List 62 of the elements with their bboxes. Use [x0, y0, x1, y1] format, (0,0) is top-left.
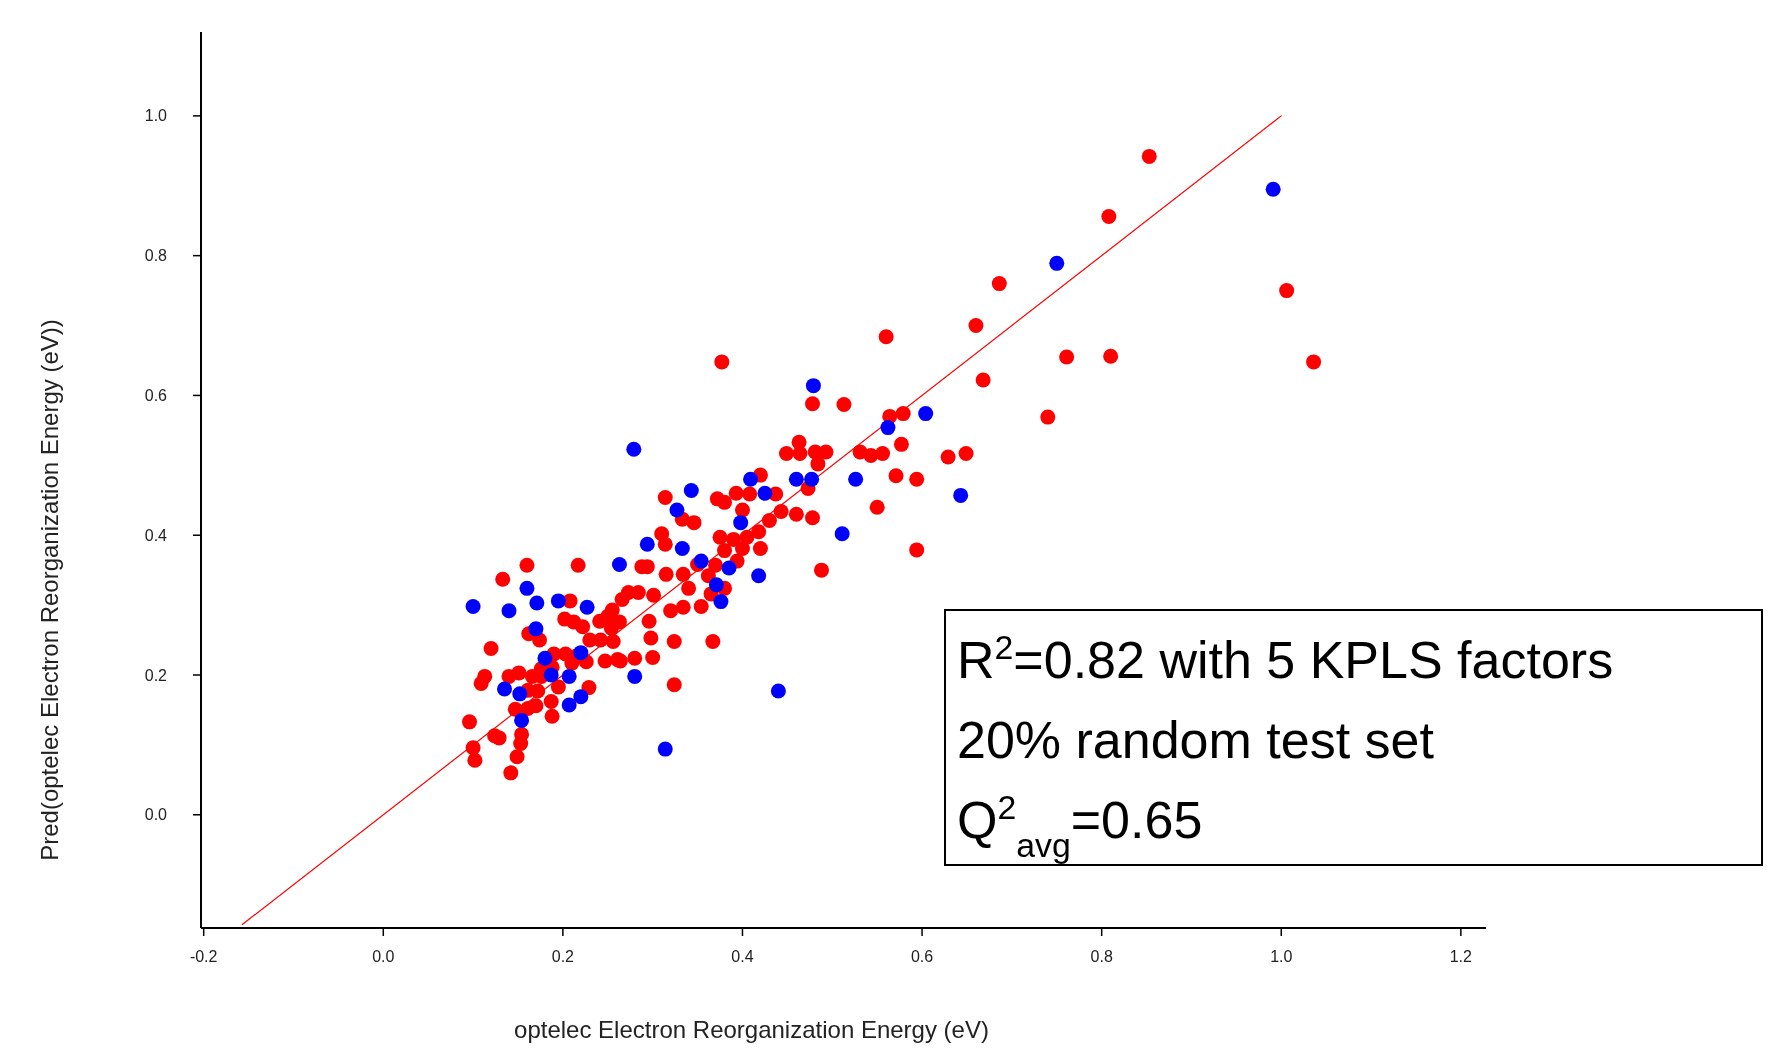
point: [561, 697, 577, 713]
point: [834, 526, 850, 542]
point: [639, 536, 655, 552]
point: [627, 668, 643, 684]
x-tick-label: 0.4: [731, 948, 754, 965]
point: [788, 471, 804, 487]
point: [953, 487, 969, 503]
point: [848, 471, 864, 487]
annotation: 20% random test set: [957, 711, 1435, 769]
x-tick-label: 0.0: [372, 948, 395, 965]
y-tick-label: 0.2: [144, 666, 168, 684]
point: [519, 580, 535, 596]
y-tick-label: 0.6: [144, 387, 168, 405]
x-tick-label: 0.8: [1090, 948, 1113, 965]
y-tick-label: 0.0: [144, 806, 168, 824]
annotation: R$^{2}$=0.82 with 5 KPLS factors: [957, 628, 1614, 689]
point: [529, 595, 545, 611]
point: [918, 406, 934, 422]
point: [805, 378, 821, 394]
point: [713, 594, 729, 610]
point: [669, 502, 685, 518]
y-tick-label: 0.4: [144, 526, 168, 544]
point: [573, 689, 589, 705]
point: [770, 683, 786, 699]
x-tick-label: 0.6: [910, 948, 934, 965]
point: [626, 441, 642, 457]
y-tick-label: 1.0: [144, 107, 168, 125]
point: [1049, 255, 1065, 271]
x-tick-label: -0.2: [189, 948, 218, 965]
point: [497, 681, 513, 697]
point: [1265, 181, 1281, 197]
point: [528, 621, 544, 637]
point: [743, 471, 759, 487]
point: [514, 712, 530, 728]
point: [573, 645, 589, 661]
point: [674, 540, 690, 556]
x-axis-title: optelec Electron Reorganization Energy (eV): [514, 1016, 989, 1043]
point: [611, 557, 627, 573]
x-tick-label: 1.0: [1270, 948, 1293, 965]
point: [537, 650, 553, 666]
point: [708, 577, 724, 593]
point: [721, 560, 737, 576]
point: [683, 482, 699, 498]
point: [804, 471, 820, 487]
x-tick-label: 0.2: [551, 948, 575, 965]
point: [880, 420, 896, 436]
point: [512, 686, 528, 702]
point: [657, 741, 673, 757]
point: [465, 599, 481, 614]
point: [693, 553, 709, 569]
y-axis-title: Pred(optelec Electron Reorganization Energy (eV)): [36, 319, 63, 861]
y-tick-label: 0.8: [144, 247, 168, 265]
point: [733, 515, 749, 531]
point: [550, 593, 566, 609]
point: [561, 668, 577, 684]
point: [579, 599, 595, 615]
x-tick-label: 1.2: [1449, 948, 1473, 965]
annotation: Q$^{2}$$_{avg}$=0.65: [957, 788, 1203, 864]
point: [751, 568, 767, 584]
point: [757, 485, 773, 501]
point: [501, 603, 517, 619]
point: [543, 667, 559, 683]
